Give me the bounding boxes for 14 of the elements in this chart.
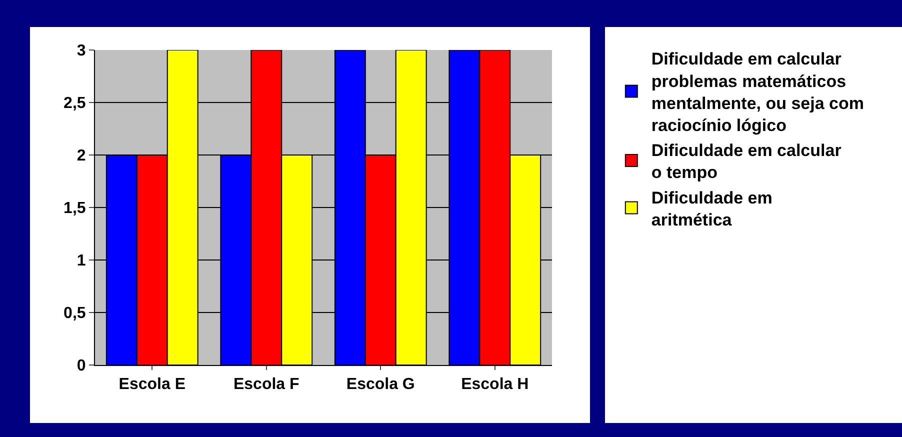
legend-label: Dificuldade em aritmética [651, 188, 772, 230]
x-tick-label: Escola F [233, 376, 300, 394]
y-tick-label: 2 [76, 148, 86, 165]
legend-label: Dificuldade em calcular problemas matemáticos mentalmente, ou seja com raciocínio lógico [651, 50, 864, 136]
y-tick-label: 0,5 [64, 305, 86, 322]
x-tick-label: Escola G [346, 376, 415, 394]
y-tick-label: 1,5 [64, 200, 86, 218]
y-tick-label: 0 [76, 358, 86, 375]
x-tick-label: Escola H [461, 376, 529, 394]
y-tick-label: 3 [76, 42, 86, 60]
y-tick-label: 1 [76, 252, 86, 270]
y-tick-label: 2,5 [64, 95, 86, 112]
legend-label: Dificuldade em calcular o tempo [651, 141, 842, 182]
x-tick-label: Escola E [118, 376, 186, 394]
